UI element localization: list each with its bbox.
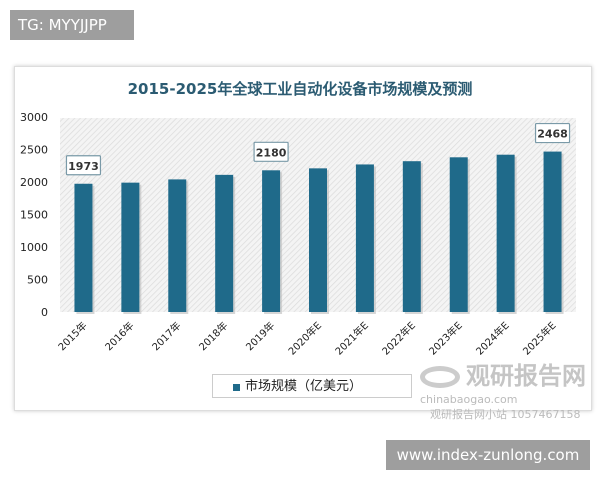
x-tick-label: 2017年 [149,319,183,353]
x-tick-label: 2025年E [520,319,559,358]
data-label-box [65,155,102,176]
data-label-box [253,141,289,162]
x-tick-label: 2019年 [243,319,277,353]
legend-swatch [233,384,240,391]
y-tick-label: 1000 [20,241,48,254]
y-tick-label: 3000 [20,111,48,124]
bar [449,157,468,312]
watermark-logo-icon [420,366,460,388]
tg-label: TG: MYYJJPP [10,10,134,40]
x-tick-label: 2023年E [426,319,465,358]
url-label: www.index-zunlong.com [386,440,590,470]
bar [215,174,234,312]
data-label: 1973 [68,160,99,173]
y-tick-label: 500 [27,274,48,287]
bar [74,183,93,312]
bar [355,164,374,312]
data-label: 2468 [537,128,568,141]
watermark-site: chinabaogao.com [420,393,518,406]
bar [168,179,187,312]
legend-label: 市场规模（亿美元） [245,379,363,394]
x-tick-label: 2021年E [332,319,371,358]
bar [309,168,327,312]
y-tick-label: 1500 [20,209,48,222]
data-label-box [534,122,571,144]
x-tick-label: 2022年E [379,319,418,358]
bar [121,182,140,312]
bar [402,161,421,312]
bar [543,151,562,312]
x-tick-label: 2024年E [473,319,512,358]
y-tick-label: 2000 [20,176,48,189]
bar [262,170,281,312]
y-tick-label: 2500 [20,144,48,157]
x-tick-label: 2018年 [196,319,230,353]
x-tick-label: 2015年 [55,319,89,353]
legend: 市场规模（亿美元） [212,374,412,398]
data-label: 2180 [256,146,287,159]
x-tick-label: 2016年 [102,319,136,353]
chart-title: 2015-2025年全球工业自动化设备市场规模及预测 [127,80,473,98]
watermark-brand: 观研报告网 [466,362,586,390]
watermark-sub: 观研报告网小站 1057467158 [430,408,581,421]
y-tick-label: 0 [41,306,48,319]
bar [496,154,515,312]
x-tick-label: 2020年E [285,319,324,358]
